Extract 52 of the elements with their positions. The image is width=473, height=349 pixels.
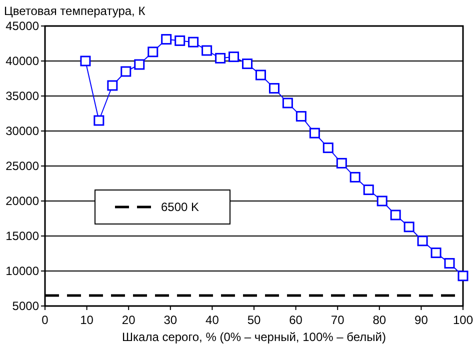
- point: [228, 52, 240, 62]
- point: [350, 172, 360, 182]
- point: [430, 248, 442, 258]
- y-tick-label: 5000: [12, 299, 40, 314]
- point: [268, 83, 280, 94]
- point: [148, 46, 158, 58]
- point: [80, 56, 91, 66]
- y-tick-label: 40000: [6, 54, 40, 68]
- point: [376, 196, 388, 206]
- y-tick-label: 35000: [6, 89, 40, 104]
- point: [296, 111, 306, 122]
- point: [363, 184, 374, 196]
- point: [282, 98, 293, 108]
- point: [174, 35, 186, 46]
- point: [458, 270, 468, 282]
- y-tick-label: 25000: [6, 159, 40, 174]
- x-tick-label: 20: [122, 313, 136, 327]
- point: [202, 45, 212, 56]
- x-tick-label: 10: [80, 313, 94, 327]
- point: [390, 210, 401, 220]
- point: [336, 158, 347, 168]
- point: [404, 222, 414, 232]
- point: [444, 258, 455, 269]
- x-tick-label: 0: [42, 313, 49, 327]
- x-tick-label: 40: [206, 313, 220, 327]
- point: [215, 52, 226, 64]
- y-tick-label: 45000: [6, 19, 40, 34]
- y-tick-label: 10000: [6, 264, 40, 278]
- x-tick-label: 90: [414, 313, 428, 327]
- y-axis-title: Цветовая температура, К: [4, 4, 146, 18]
- y-tick-label: 20000: [6, 194, 40, 208]
- x-tick-label: 50: [247, 313, 261, 327]
- y-tick-label: 30000: [6, 124, 40, 138]
- x-tick-label: 70: [330, 313, 345, 327]
- point: [417, 236, 428, 246]
- point: [94, 115, 104, 126]
- point: [255, 70, 266, 80]
- point: [107, 80, 118, 91]
- point: [134, 59, 145, 70]
- point: [120, 66, 132, 77]
- point: [188, 36, 199, 48]
- point: [242, 58, 253, 70]
- point: [309, 128, 320, 138]
- legend-label: 6500 K: [161, 200, 200, 214]
- x-tick-label: 60: [289, 313, 303, 327]
- x-axis-title: Шкала серого, % (0% – черный, 100% – белый): [122, 330, 386, 344]
- x-tick-label: 80: [372, 313, 386, 327]
- x-tick-label: 30: [164, 313, 178, 327]
- x-tick-label: 100: [452, 313, 473, 327]
- point: [322, 142, 334, 154]
- y-tick-label: 15000: [6, 229, 40, 244]
- point: [161, 34, 172, 45]
